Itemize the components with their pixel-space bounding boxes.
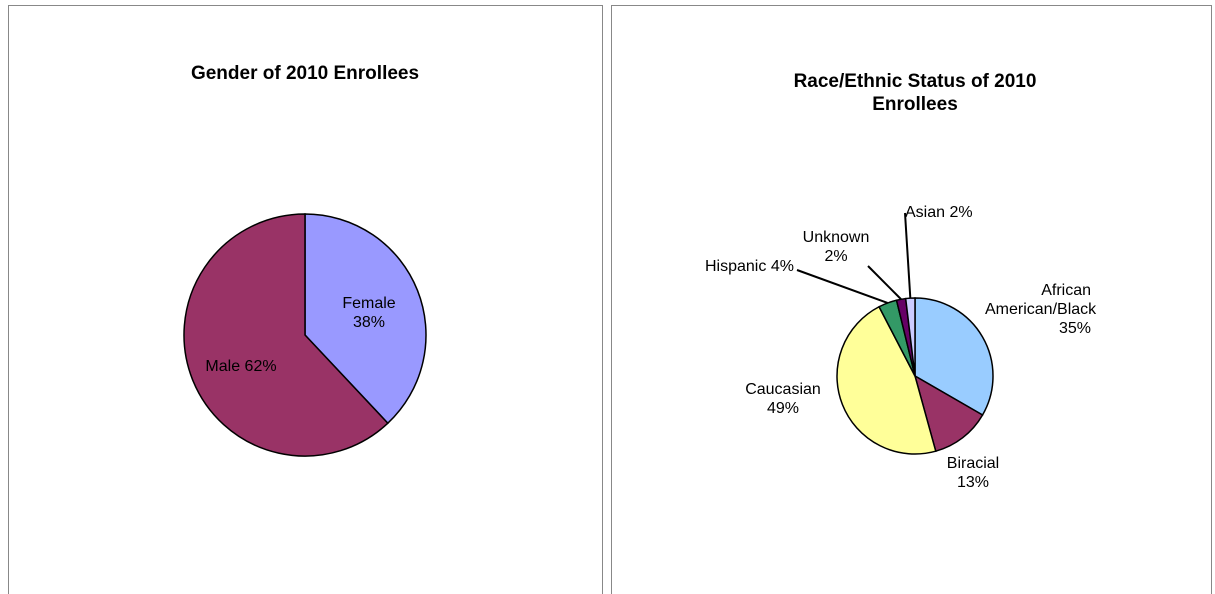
label-part: Caucasian	[745, 381, 821, 398]
data-label: Caucasian 49%	[730, 380, 836, 418]
data-label: Unknown 2%	[800, 228, 872, 266]
label-part: Female	[342, 295, 396, 312]
data-label: Hispanic 4%	[705, 257, 797, 276]
label-part: 2%	[949, 204, 973, 221]
data-label: African American/Black 35%	[985, 281, 1096, 338]
label-part: 2%	[824, 248, 848, 265]
label-part: 13%	[956, 474, 990, 491]
pie-slice	[913, 374, 984, 453]
label-part: 4%	[770, 258, 794, 275]
data-label: Asian 2%	[905, 203, 1025, 222]
label-part: Biracial	[946, 455, 1000, 472]
label-part: 35%	[1058, 320, 1091, 337]
label-part: Asian	[905, 204, 946, 221]
panel	[8, 5, 603, 594]
label-part: Unknown	[802, 229, 870, 246]
leader-line	[904, 212, 912, 299]
label-part: Hispanic	[705, 258, 767, 275]
label-part: 62%	[244, 358, 277, 375]
label-part: Male	[205, 358, 241, 375]
data-label: Biracial 13%	[935, 454, 1011, 492]
label-part: 38%	[352, 314, 386, 331]
label-part: 49%	[766, 400, 800, 417]
chart-title: Gender of 2010 Enrollees	[190, 63, 420, 84]
panel	[611, 5, 1212, 594]
leader-line	[867, 265, 902, 300]
pie-slice	[836, 305, 937, 455]
pie-slice	[183, 213, 389, 457]
chart-title: Race/Ethnic Status of 2010 Enrollees	[793, 71, 1037, 115]
label-part: African American/Black	[985, 282, 1097, 318]
pie-slice	[304, 213, 427, 425]
data-label: Female 38%	[333, 294, 405, 332]
leader-line	[796, 269, 888, 304]
data-label: Male 62%	[205, 357, 277, 376]
pie-slice	[914, 297, 994, 417]
